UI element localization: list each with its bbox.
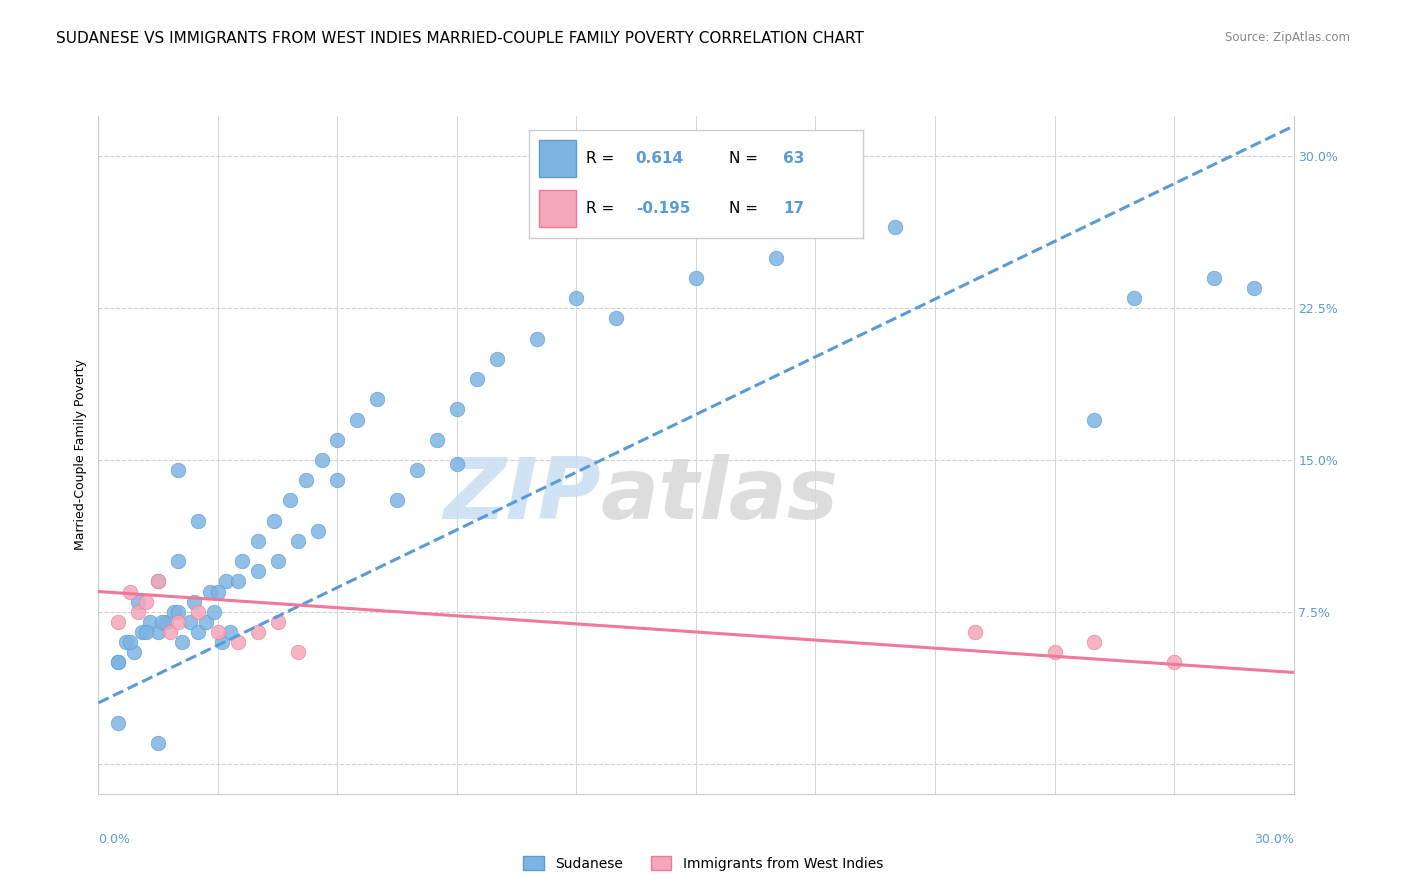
Point [211,635,233,649]
Point [565,291,588,305]
Point [884,220,907,235]
Point [148,625,170,640]
Text: SUDANESE VS IMMIGRANTS FROM WEST INDIES MARRIED-COUPLE FAMILY POVERTY CORRELATIO: SUDANESE VS IMMIGRANTS FROM WEST INDIES … [56,31,865,46]
Point [167,554,190,568]
Point [311,453,333,467]
Point [326,433,349,447]
Point [135,625,157,640]
Point [172,635,194,649]
Point [219,625,242,640]
Point [765,251,787,265]
Point [148,736,170,750]
Point [207,625,229,640]
Point [1163,656,1185,670]
Point [167,615,190,629]
Point [526,332,548,346]
Point [326,473,349,487]
Point [366,392,388,407]
Point [1083,635,1105,649]
Point [215,574,238,589]
Point [426,433,449,447]
Point [135,594,157,608]
Point [183,594,205,608]
Point [406,463,429,477]
Point [179,615,201,629]
Point [465,372,488,386]
Point [167,605,190,619]
Point [346,412,368,426]
Text: 30.0%: 30.0% [1254,833,1294,846]
Point [187,625,209,640]
Point [307,524,329,538]
Point [127,594,149,608]
Y-axis label: Married-Couple Family Poverty: Married-Couple Family Poverty [75,359,87,550]
Legend: Sudanese, Immigrants from West Indies: Sudanese, Immigrants from West Indies [517,850,889,876]
Point [107,615,129,629]
Text: Source: ZipAtlas.com: Source: ZipAtlas.com [1225,31,1350,45]
Point [963,625,986,640]
Point [485,351,508,366]
Point [150,615,173,629]
Point [685,270,707,285]
Point [605,311,627,326]
Point [226,574,249,589]
Point [124,645,146,659]
Point [107,716,129,731]
Point [1243,281,1265,295]
Point [139,615,162,629]
Point [131,625,153,640]
Point [246,564,269,578]
Point [287,645,309,659]
Point [107,656,129,670]
Text: ZIP: ZIP [443,454,600,537]
Point [159,625,181,640]
Point [1083,412,1105,426]
Point [287,533,309,548]
Point [115,635,138,649]
Point [267,615,290,629]
Point [120,635,142,649]
Point [198,584,221,599]
Point [148,574,170,589]
Point [246,533,269,548]
Point [1202,270,1225,285]
Point [446,457,468,471]
Point [148,574,170,589]
Point [202,605,225,619]
Text: atlas: atlas [600,454,838,537]
Point [167,463,190,477]
Point [246,625,269,640]
Point [263,514,285,528]
Point [267,554,290,568]
Point [107,656,129,670]
Point [127,605,149,619]
Point [155,615,177,629]
Point [385,493,409,508]
Point [1123,291,1146,305]
Point [446,402,468,417]
Point [120,584,142,599]
Point [187,514,209,528]
Text: 0.0%: 0.0% [98,833,131,846]
Point [1043,645,1066,659]
Point [226,635,249,649]
Point [294,473,316,487]
Point [195,615,218,629]
Point [231,554,253,568]
Point [187,605,209,619]
Point [163,605,186,619]
Point [207,584,229,599]
Point [278,493,301,508]
